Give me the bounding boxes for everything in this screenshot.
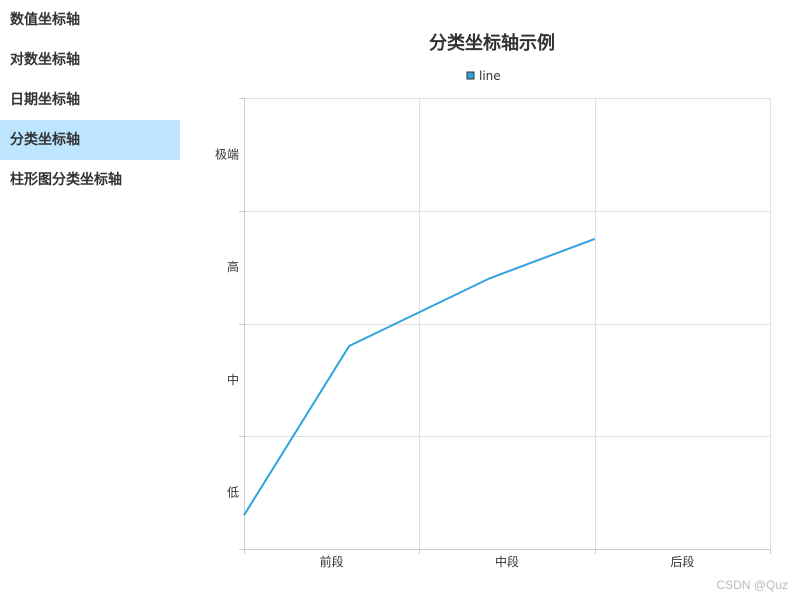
- sidebar-item-numeric-axis[interactable]: 数值坐标轴: [10, 12, 80, 28]
- x-tick-label: 中段: [495, 554, 519, 569]
- legend: line: [466, 69, 501, 83]
- axes: [239, 98, 771, 554]
- series-line: [243, 237, 596, 516]
- tick-labels: 前段 中段 后段 低 中 高 极端: [215, 147, 694, 569]
- y-tick-label: 极端: [215, 147, 239, 161]
- grid: [244, 98, 771, 549]
- y-tick-label: 高: [227, 259, 239, 274]
- watermark: CSDN @Quz: [716, 578, 788, 592]
- y-tick-label: 中: [227, 372, 239, 387]
- legend-label: line: [479, 69, 501, 83]
- sidebar-item-category-axis[interactable]: 分类坐标轴: [0, 120, 180, 160]
- legend-swatch: [466, 71, 475, 80]
- line-chart: 分类坐标轴示例 line 前段 中段 后段 低 中 高 极端: [215, 32, 771, 569]
- sidebar-item-date-axis[interactable]: 日期坐标轴: [10, 92, 80, 108]
- series: [243, 237, 596, 516]
- chart-title: 分类坐标轴示例: [429, 32, 555, 54]
- sidebar-item-log-axis[interactable]: 对数坐标轴: [10, 52, 80, 68]
- x-tick-label: 前段: [320, 554, 344, 569]
- sidebar-item-bar-category-axis[interactable]: 柱形图分类坐标轴: [10, 172, 122, 188]
- sidebar-nav: 数值坐标轴 对数坐标轴 日期坐标轴 分类坐标轴 柱形图分类坐标轴: [0, 0, 180, 200]
- chart-area: 分类坐标轴示例 line 前段 中段 后段 低 中 高 极端: [180, 0, 800, 600]
- y-tick-label: 低: [227, 486, 239, 500]
- x-tick-label: 后段: [670, 554, 694, 569]
